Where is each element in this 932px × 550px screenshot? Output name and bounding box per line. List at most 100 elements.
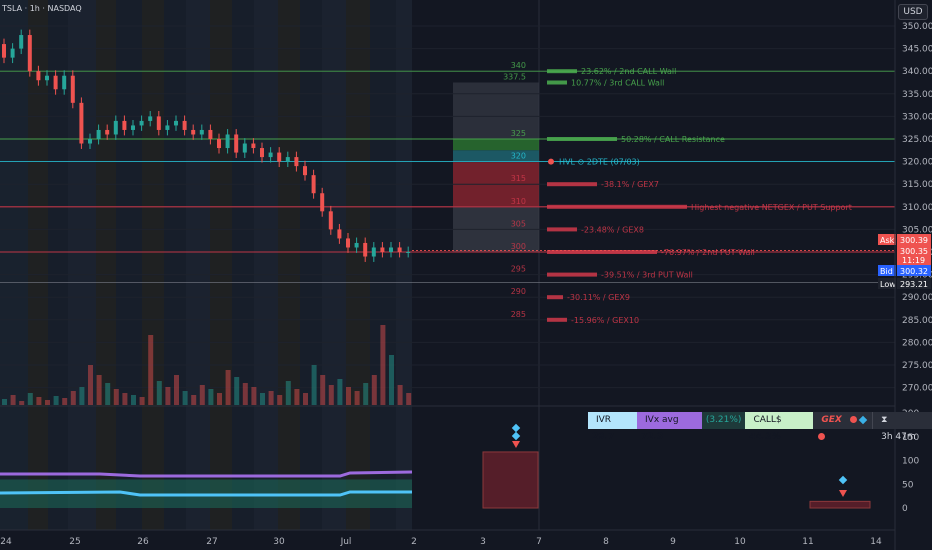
volume-bar [406,393,412,405]
level-note: 50.28% / CALL Resistance [621,135,725,144]
volume-bar [182,391,188,405]
bid-tag-label [878,265,896,276]
session-band [48,0,68,530]
session-band [396,0,412,530]
candle-body [397,247,402,252]
candle-body [363,242,368,257]
volume-bar [191,395,197,405]
volume-bar [328,385,334,405]
session-band [300,0,322,530]
ivx-change: (3.21%) [701,412,746,429]
session-band [210,0,232,530]
diamond-icon [511,431,521,441]
call-resistance-zone [453,139,539,151]
volume-bar [371,375,377,405]
y-tick-label: 350.00 [902,22,932,32]
session-band [278,0,300,530]
wall-bar [547,182,597,187]
candle-body [277,152,282,162]
diamond-icon [858,415,868,424]
bid-tag-caption: Bid [880,267,893,276]
x-tick-label: 2 [411,537,417,547]
level-note: -39.51% / 3rd PUT Wall [601,271,693,280]
y-tick-label: 310.00 [902,203,932,213]
x-tick-label: 7 [536,537,542,547]
candle-body [2,44,6,58]
level-price-label: 295 [511,265,526,274]
lower-tick-label: 100 [902,457,919,467]
volume-bar [27,393,33,405]
volume-bar [363,383,369,405]
candle-body [165,125,170,130]
ivx-line [0,470,413,478]
candle-body [19,35,24,49]
candle-body [354,242,359,248]
gex-box [482,451,539,509]
symbol-label[interactable]: TSLA · 1h · NASDAQ [2,4,82,13]
low-tag-caption: Low [880,280,896,289]
candle-body [320,193,325,212]
volume-bar [397,385,403,405]
level-note: -23.48% / GEX8 [581,225,644,234]
volume-bar [45,400,50,405]
candle-body [225,134,230,149]
candle-body [337,229,342,239]
volume-bar [294,389,300,405]
level-price-label: 290 [511,287,526,296]
level-price-label: 337.5 [503,73,526,82]
x-tick-label: 14 [870,537,882,547]
wall-bar [547,250,657,254]
candle-body [148,116,153,121]
volume-bar [36,397,42,405]
down-arrow-icon [839,490,847,497]
y-tick-label: 285.00 [902,316,932,326]
level-note: -30.11% / GEX9 [567,293,630,302]
level-note: Highest negative NETGEX / PUT Support [691,203,852,212]
hvl-zone [453,150,539,162]
volume-bar [62,398,68,405]
volume-bar [242,383,248,405]
volume-bar [217,393,222,405]
session-band [96,0,116,530]
volume-bar [105,383,111,405]
volume-bar [234,377,240,405]
candle-body [122,120,127,130]
candle-body [191,129,196,135]
wall-bar [547,272,597,277]
candle-body [96,129,101,139]
volume-bar [303,393,308,405]
y-tick-label: 340.00 [902,67,932,77]
session-band [116,0,142,530]
call-share-badge: CALL$ 44.3% [745,412,814,442]
level-price-label: 300 [511,242,526,251]
x-tick-label: 26 [137,537,149,547]
volume-bar [88,365,93,405]
volume-bar [156,381,162,405]
y-tick-label: 335.00 [902,90,932,100]
low-tag-value [897,278,931,289]
candle-body [199,129,204,135]
volume-bar [380,325,386,405]
y-tick-label: 305.00 [902,225,932,235]
last-price-tag [897,245,931,265]
candle-body [174,120,178,126]
session-band [254,0,278,530]
volume-bar [148,335,154,405]
currency-badge[interactable]: USD [898,4,928,20]
level-note: -15.96% / GEX10 [571,316,639,325]
candle-body [62,75,67,90]
ivr-badge: IVR 29.7 [588,412,638,442]
last-price-text: 300.35 [900,247,928,256]
x-tick-label: 27 [206,537,217,547]
volume-bar [251,387,257,405]
level-note: HVL ⊙ 2DTE (07/03) [559,158,640,167]
x-tick-label: 8 [603,537,609,547]
low-tag-value-text: 293.21 [900,280,928,289]
candle-body [328,211,333,230]
candle-body [217,139,221,149]
wall-bar [547,69,577,74]
session-band [186,0,210,530]
candle-body [113,120,118,135]
y-tick-label: 320.00 [902,158,932,168]
